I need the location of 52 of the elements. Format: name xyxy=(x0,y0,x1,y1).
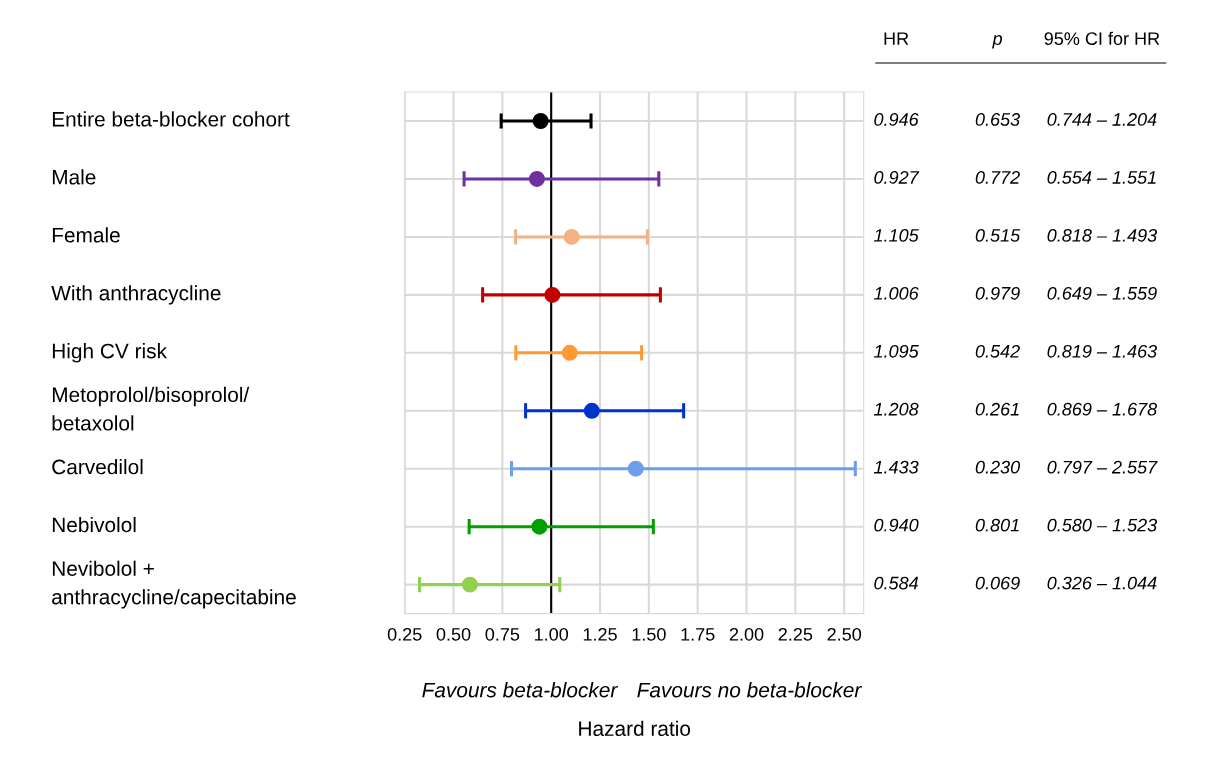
y-tick-label: Carvedilol xyxy=(52,459,143,475)
x-tick-label: 1.75 xyxy=(681,628,715,641)
y-tick-label: With anthracycline xyxy=(51,285,221,305)
data-label: 1.095 xyxy=(873,344,919,358)
data-label: 1.208 xyxy=(873,402,919,416)
data-label: 0.927 xyxy=(874,171,920,184)
data-label: 0.584 xyxy=(874,576,919,590)
text: Favours no beta-blocker xyxy=(637,682,862,698)
text: HR xyxy=(884,32,909,45)
text: 0.554 – 1.551 xyxy=(1047,171,1156,184)
text: 0.818 – 1.493 xyxy=(1047,228,1157,242)
data-label: 0.946 xyxy=(874,113,919,126)
x-tick-label: 0.75 xyxy=(485,627,520,641)
text: 0.649 – 1.559 xyxy=(1047,286,1157,300)
text: 95% CI for HR xyxy=(1044,31,1160,46)
text: p xyxy=(992,35,1003,49)
text: 0.261 xyxy=(975,402,1019,416)
text: 0.819 – 1.463 xyxy=(1047,344,1157,358)
data-label: 1.105 xyxy=(873,228,919,242)
data-label: 1.006 xyxy=(873,286,919,300)
x-tick-label: 1.25 xyxy=(583,627,617,641)
x-tick-label: 2.50 xyxy=(827,627,862,641)
text: 0.653 xyxy=(975,113,1020,126)
text: 0.230 xyxy=(975,460,1021,474)
x-tick-label: 0.50 xyxy=(436,627,471,641)
x-tick-label: 0.25 xyxy=(387,627,422,641)
x-tick-label: 2.25 xyxy=(778,627,813,641)
text: 0.801 xyxy=(975,518,1019,532)
text: 0.326 – 1.044 xyxy=(1047,576,1157,590)
y-tick-label: Nebivolol xyxy=(52,516,136,533)
data-label: 0.940 xyxy=(874,518,919,532)
text: 0.069 xyxy=(975,576,1020,590)
y-tick-label: Nevibolol + anthracycline/capecitabine xyxy=(52,560,296,609)
text: 0.542 xyxy=(975,344,1020,358)
x-tick-label: 1.00 xyxy=(534,627,569,641)
x-tick-label: 1.50 xyxy=(632,627,666,641)
text: 0.580 – 1.523 xyxy=(1047,518,1157,532)
text: 0.515 xyxy=(975,228,1021,242)
y-tick-label: High CV risk xyxy=(52,343,168,363)
x-axis-title: Hazard ratio xyxy=(579,720,691,737)
y-tick-label: Metoprolol/bisoprolol/ betaxolol xyxy=(52,386,250,431)
text: 0.772 xyxy=(975,171,1020,184)
y-tick-label: Entire beta-blocker cohort xyxy=(52,111,290,127)
text: 0.869 – 1.678 xyxy=(1047,402,1158,416)
text: 0.744 – 1.204 xyxy=(1047,113,1157,126)
text: Favours beta-blocker xyxy=(422,682,618,698)
y-tick-label: Female xyxy=(52,227,120,243)
x-tick-label: 2.00 xyxy=(729,627,764,641)
text: 0.797 – 2.557 xyxy=(1047,460,1158,474)
data-label: 1.433 xyxy=(873,460,919,474)
text: 0.979 xyxy=(975,286,1020,300)
y-tick-label: Male xyxy=(52,169,96,185)
